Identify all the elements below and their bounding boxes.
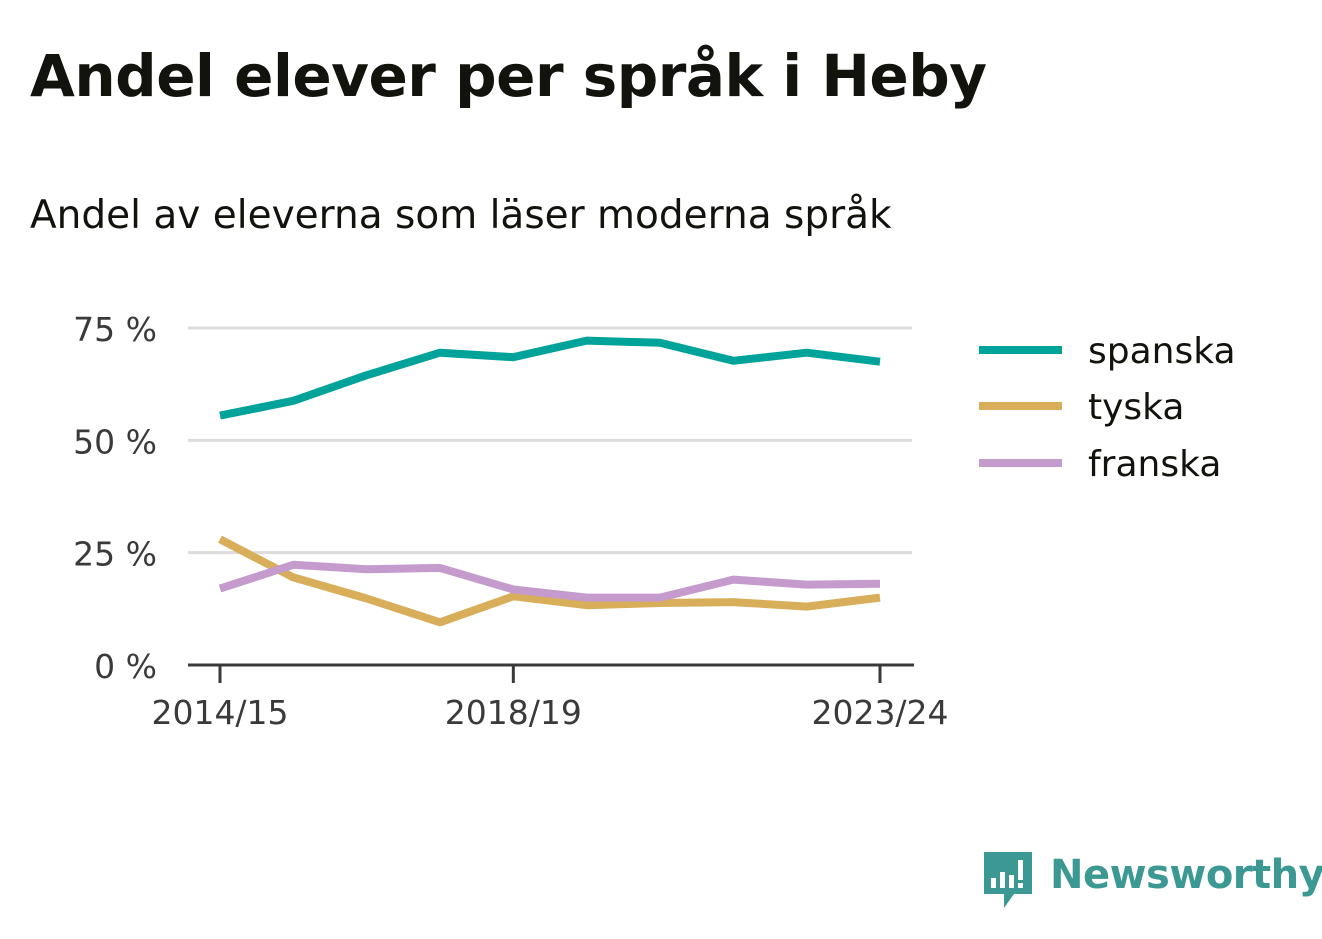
- chart-subtitle: Andel av eleverna som läser moderna språ…: [30, 193, 892, 238]
- legend-label-spanska: spanska: [1088, 331, 1236, 372]
- grid-lines: [188, 326, 912, 555]
- newsworthy-logo: Newsworthy: [980, 848, 1322, 912]
- legend: spanska tyska franska: [979, 331, 1236, 485]
- chart-title: Andel elever per språk i Heby: [30, 42, 987, 110]
- series-line-tyska: [218, 535, 881, 627]
- y-tick-label: 50 %: [73, 422, 157, 461]
- logo-text: Newsworthy: [1050, 852, 1322, 898]
- series-line-spanska: [219, 336, 881, 420]
- x-tick-label: 2018/19: [445, 693, 582, 732]
- y-tick-label: 0 %: [94, 647, 157, 686]
- y-tick-label: 25 %: [73, 535, 157, 574]
- series-lines: [218, 336, 881, 627]
- y-tick-label: 75 %: [73, 310, 157, 349]
- x-tick-label: 2023/24: [811, 693, 948, 732]
- newsworthy-logo-icon: [984, 852, 1032, 908]
- axes: 0 % 25 % 50 % 75 % 2014/15 2018/19 2023/24: [73, 310, 948, 732]
- legend-label-tyska: tyska: [1088, 387, 1184, 428]
- x-tick-label: 2014/15: [151, 693, 288, 732]
- series-line-franska: [218, 560, 881, 602]
- legend-label-franska: franska: [1088, 444, 1221, 485]
